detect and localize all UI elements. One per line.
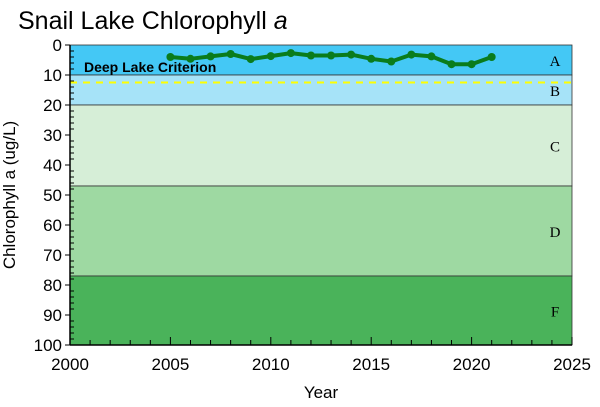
data-point — [306, 51, 315, 60]
data-point — [407, 50, 416, 59]
data-point — [327, 51, 336, 60]
y-tick-label: 100 — [34, 336, 62, 355]
data-point — [226, 50, 235, 58]
y-tick-label: 70 — [43, 246, 62, 265]
data-point — [467, 60, 476, 69]
chart-title: Snail Lake Chlorophyll a — [18, 7, 288, 35]
band-D — [69, 185, 573, 277]
x-tick-label: 2015 — [352, 355, 390, 374]
data-point — [266, 52, 275, 61]
x-tick-label: 2000 — [51, 355, 89, 374]
data-point — [427, 52, 436, 61]
band-label: D — [550, 225, 561, 241]
x-tick-label: 2005 — [151, 355, 189, 374]
band-C — [69, 104, 573, 187]
y-tick-label: 30 — [43, 126, 62, 145]
x-tick-label: 2020 — [453, 355, 491, 374]
x-axis-label: Year — [304, 383, 339, 402]
y-tick-label: 10 — [43, 66, 62, 85]
y-tick-label: 60 — [43, 216, 62, 235]
y-tick-label: 80 — [43, 276, 62, 295]
x-tick-label: 2025 — [553, 355, 591, 374]
band-label: A — [550, 54, 561, 70]
y-tick-label: 20 — [43, 96, 62, 115]
y-tick-label: 50 — [43, 186, 62, 205]
y-tick-label: 40 — [43, 156, 62, 175]
data-point — [367, 54, 376, 63]
data-point — [246, 55, 255, 64]
x-tick-label: 2010 — [252, 355, 290, 374]
data-point — [166, 53, 175, 61]
data-point — [447, 60, 456, 69]
criterion-label: Deep Lake Criterion — [84, 59, 216, 75]
data-point — [286, 49, 295, 58]
data-point — [347, 50, 356, 59]
data-point — [186, 54, 195, 63]
data-point — [487, 53, 496, 61]
band-label: C — [550, 140, 560, 156]
band-label: F — [551, 305, 559, 321]
y-tick-label: 90 — [43, 306, 62, 325]
band-label: B — [550, 84, 560, 100]
data-point — [206, 52, 215, 61]
band-F — [69, 275, 573, 346]
y-tick-label: 0 — [53, 36, 62, 55]
y-axis-label: Chlorophyll a (ug/L) — [0, 121, 19, 269]
band-B — [69, 74, 573, 106]
data-point — [387, 57, 396, 66]
